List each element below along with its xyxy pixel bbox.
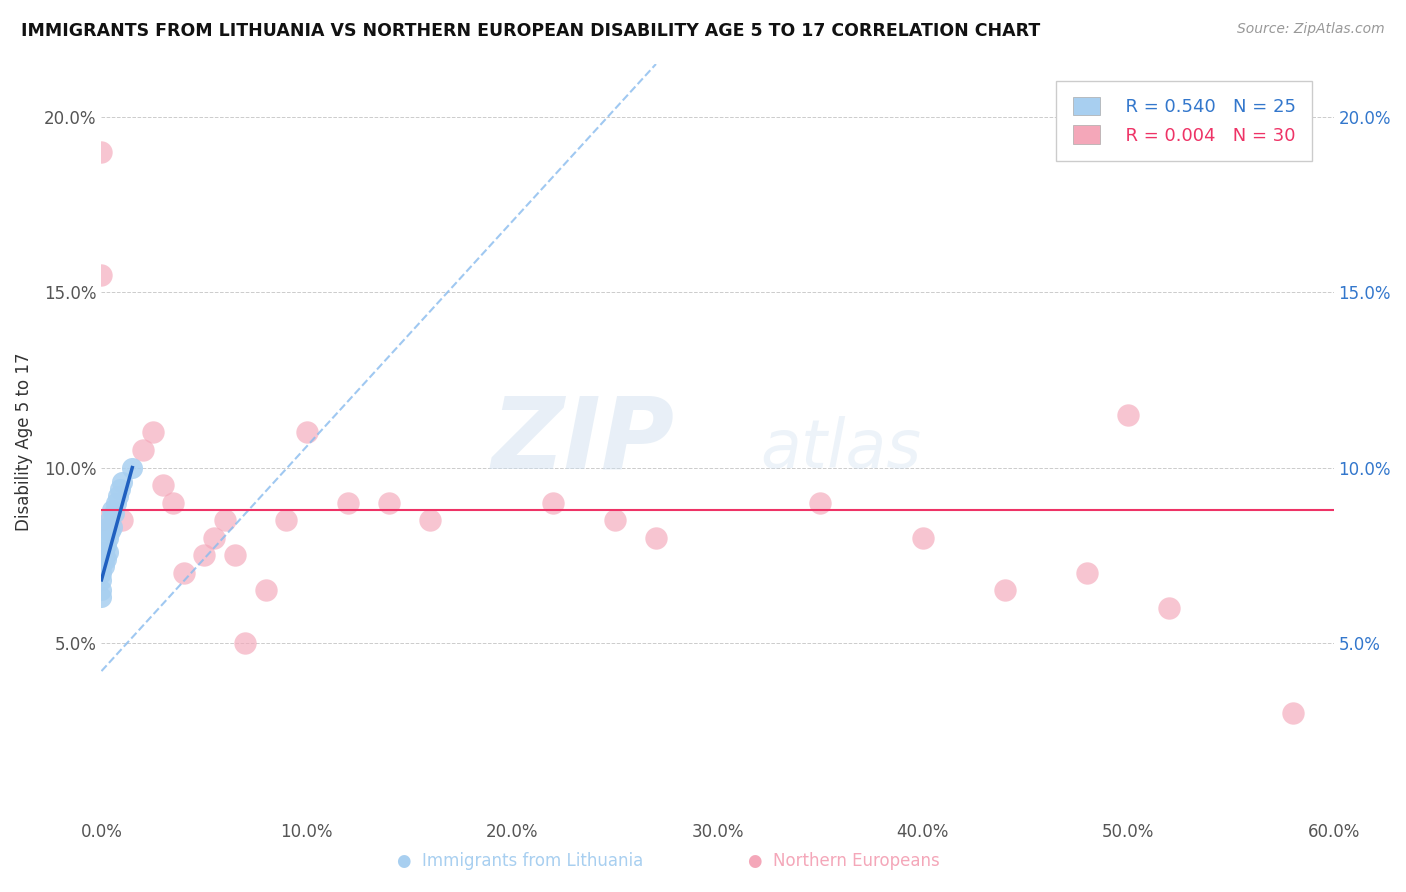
Point [90,555,112,569]
Point [90,583,112,598]
Legend:   R = 0.540   N = 25,   R = 0.004   N = 30: R = 0.540 N = 25, R = 0.004 N = 30 [1056,80,1312,161]
Point [911,531,934,545]
Point [107,489,129,503]
Point [173,566,195,580]
Point [93,551,115,566]
Point [93,558,115,573]
Point [1116,408,1139,422]
Point [90,573,112,587]
Point [97,531,120,545]
Point [111,513,134,527]
Point [204,531,226,545]
Point [94,538,117,552]
Point [90,268,112,282]
Point [645,531,668,545]
Point [1076,566,1098,580]
Point [1159,601,1181,615]
Point [90,513,112,527]
Point [98,513,121,527]
Point [90,549,112,563]
Point [378,496,401,510]
Point [254,583,277,598]
Text: ZIP: ZIP [492,392,675,490]
Point [543,496,565,510]
Text: IMMIGRANTS FROM LITHUANIA VS NORTHERN EUROPEAN DISABILITY AGE 5 TO 17 CORRELATIO: IMMIGRANTS FROM LITHUANIA VS NORTHERN EU… [21,22,1040,40]
Point [994,583,1017,598]
Point [93,545,115,559]
Point [603,513,626,527]
Point [142,425,165,440]
Point [131,443,153,458]
Y-axis label: Disability Age 5 to 17: Disability Age 5 to 17 [15,352,32,531]
Text: ●  Northern Europeans: ● Northern Europeans [748,852,939,870]
Point [336,496,359,510]
Point [97,520,120,534]
Point [100,502,122,516]
Text: ●  Immigrants from Lithuania: ● Immigrants from Lithuania [396,852,644,870]
Point [1281,706,1303,721]
Point [419,513,441,527]
Point [233,636,256,650]
Point [90,566,112,580]
Point [90,145,112,159]
Point [121,460,143,475]
Point [90,558,112,573]
Point [152,478,174,492]
Point [193,549,215,563]
Text: Source: ZipAtlas.com: Source: ZipAtlas.com [1237,22,1385,37]
Point [214,513,236,527]
Point [224,549,246,563]
Point [111,475,134,489]
Text: atlas: atlas [761,416,922,482]
Point [162,496,184,510]
Point [108,482,131,496]
Point [97,545,120,559]
Point [94,551,117,566]
Point [295,425,318,440]
Point [103,506,125,520]
Point [276,513,298,527]
Point [100,520,122,534]
Point [98,524,121,538]
Point [104,496,127,510]
Point [90,591,112,605]
Point [808,496,831,510]
